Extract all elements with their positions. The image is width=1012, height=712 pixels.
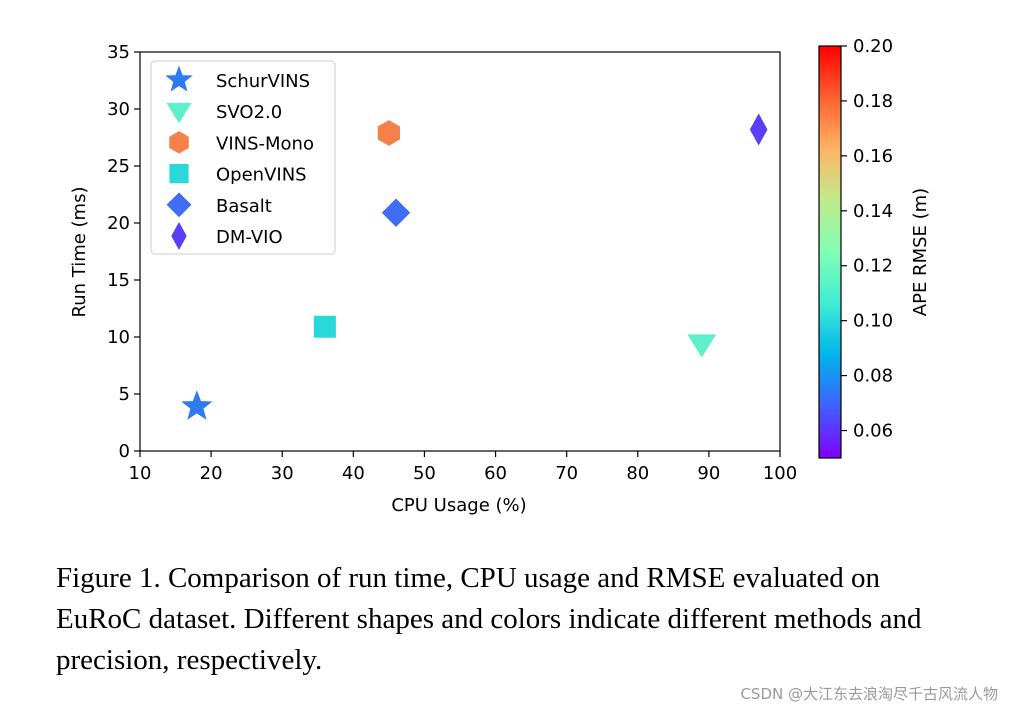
x-tick-label: 10	[129, 463, 152, 484]
legend-label-basalt: Basalt	[216, 196, 272, 217]
colorbar: 0.06 0.08 0.10 0.12 0.14 0.16 0.18 0.20	[818, 36, 893, 459]
colorbar-tick-label: 0.12	[853, 256, 893, 277]
marker-schurvins	[181, 390, 213, 420]
legend-box	[150, 60, 336, 255]
legend-label-vins-mono: VINS-Mono	[216, 133, 314, 154]
x-tick-label: 100	[763, 463, 797, 484]
y-tick-label: 35	[107, 42, 130, 63]
colorbar-tick-label: 0.16	[853, 146, 893, 167]
legend-marker-svo2-0	[166, 102, 192, 124]
y-tick-label: 5	[119, 384, 130, 405]
x-axis-label: CPU Usage (%)	[391, 495, 526, 516]
x-tick-label: 20	[200, 463, 223, 484]
x-tick-label: 40	[342, 463, 365, 484]
y-tick-label: 20	[107, 213, 130, 234]
marker-svo2-0	[687, 334, 717, 358]
legend: SchurVINS SVO2.0 VINS-Mono OpenVINS Basalt DM…	[150, 60, 336, 255]
y-tick-label: 0	[119, 441, 130, 462]
x-tick-label: 70	[555, 463, 578, 484]
x-tick-label: 30	[271, 463, 294, 484]
colorbar-tick-label: 0.14	[853, 201, 893, 222]
colorbar-tick-label: 0.06	[853, 421, 893, 442]
legend-label-schurvins: SchurVINS	[216, 71, 310, 92]
colorbar-tick-label: 0.10	[853, 311, 893, 332]
x-tick-label: 60	[484, 463, 507, 484]
y-axis-label: Run Time (ms)	[69, 187, 90, 318]
legend-label-openvins: OpenVINS	[216, 165, 307, 186]
y-tick-label: 10	[107, 327, 130, 348]
y-tick-label: 30	[107, 99, 130, 120]
marker-dm-vio	[749, 113, 768, 146]
legend-marker-vins-mono	[169, 131, 189, 154]
marker-openvins	[313, 315, 336, 338]
y-tick-label: 25	[107, 156, 130, 177]
legend-marker-openvins	[169, 164, 189, 184]
colorbar-tick-label: 0.20	[853, 36, 893, 57]
legend-label-dm-vio: DM-VIO	[216, 227, 283, 248]
colorbar-tick-label: 0.18	[853, 91, 893, 112]
legend-marker-schurvins	[165, 65, 193, 92]
colorbar-tick-label: 0.08	[853, 366, 893, 387]
x-tick-label: 90	[697, 463, 720, 484]
x-tick-label: 50	[413, 463, 436, 484]
watermark: CSDN @大江东去浪淘尽千古风流人物	[740, 685, 998, 703]
colorbar-label: APE RMSE (m)	[910, 188, 931, 316]
x-tick-label: 80	[626, 463, 649, 484]
plot-frame	[139, 51, 781, 452]
colorbar-bar	[818, 45, 842, 459]
y-tick-label: 15	[107, 270, 130, 291]
legend-label-svo2-0: SVO2.0	[216, 102, 282, 123]
marker-basalt	[381, 198, 411, 227]
legend-marker-dm-vio	[171, 221, 187, 251]
marker-vins-mono	[377, 120, 401, 146]
data-markers	[181, 113, 768, 420]
legend-marker-basalt	[166, 192, 192, 218]
figure-caption: Figure 1. Comparison of run time, CPU us…	[56, 562, 922, 676]
chart: 10 20 30 40 50 60 70 80 90 100 0 5 10 15 20 25 30 35 Schu…	[69, 36, 931, 516]
plot-area: 10 20 30 40 50 60 70 80 90 100 0 5 10 15 20 25 30 35	[107, 42, 797, 484]
